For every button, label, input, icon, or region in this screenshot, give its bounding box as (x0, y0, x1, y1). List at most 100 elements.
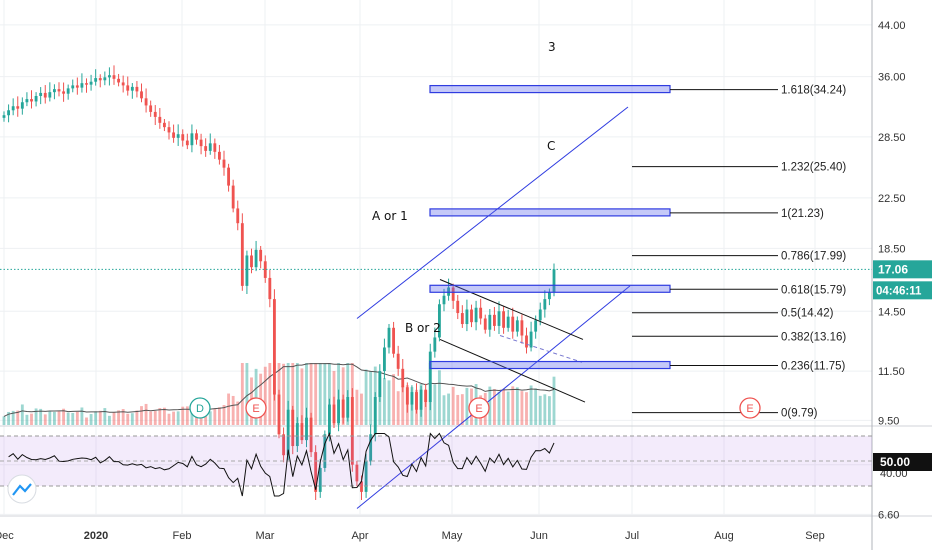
candle-body (227, 167, 231, 186)
volume-bar (552, 376, 556, 425)
candle-body (456, 300, 460, 314)
time-tick-label: Feb (173, 530, 192, 542)
candle-body (341, 399, 345, 418)
volume-bar (515, 387, 519, 425)
volume-bar (20, 404, 24, 425)
volume-bar (227, 393, 231, 425)
candle-body (140, 91, 143, 99)
candle-body (405, 387, 409, 405)
candle-body (451, 287, 455, 301)
candle-body (20, 102, 24, 109)
candle-body (98, 78, 102, 81)
fib-zone-box (429, 84, 671, 94)
candle-body (43, 92, 47, 98)
rsi-value-badge (873, 453, 932, 471)
candle-body (525, 335, 528, 348)
candle-body (185, 140, 189, 146)
volume-bar (144, 403, 148, 425)
volume-bar (89, 414, 93, 425)
candle-body (392, 327, 396, 354)
volume-bar (158, 408, 162, 425)
volume-bar (62, 408, 66, 425)
volume-bar (525, 392, 528, 425)
event-marker-letter: D (196, 403, 204, 415)
volume-bar (48, 411, 52, 425)
candle-body (162, 122, 166, 128)
volume-bar (543, 394, 547, 425)
candle-body (48, 92, 52, 98)
volume-bar (492, 389, 496, 425)
time-tick-label: 2020 (84, 530, 108, 542)
candle-body (479, 307, 483, 319)
volume-bar (538, 395, 542, 425)
volume-bar (392, 374, 396, 425)
time-tick-label: Sep (805, 530, 825, 542)
volume-bar (497, 391, 501, 425)
candle-body (254, 249, 258, 268)
candle-body (250, 255, 253, 268)
event-marker[interactable]: E (739, 397, 761, 419)
fib-label: 0(9.79) (781, 408, 818, 420)
candle-body (492, 314, 496, 326)
lower-channel-line (356, 285, 631, 509)
time-tick-label: Mar (256, 530, 275, 542)
volume-bar (107, 415, 111, 425)
fib-label: 1.232(25.40) (781, 162, 846, 174)
tradingview-logo-icon (7, 474, 37, 504)
event-marker[interactable]: E (245, 397, 267, 419)
volume-bar (506, 391, 510, 425)
volume-bar (291, 363, 295, 425)
volume-bar (112, 412, 116, 425)
event-marker-letter: E (252, 403, 259, 415)
volume-bar (98, 410, 102, 425)
volume-bar (222, 405, 226, 425)
candle-body (337, 399, 341, 424)
fib-label: 0.382(13.16) (781, 331, 846, 343)
volume-bar (318, 363, 322, 425)
wave-label: A or 1 (372, 209, 408, 223)
volume-bar (80, 407, 84, 425)
candle-body (538, 309, 542, 321)
candle-body (135, 86, 139, 92)
volume-bar (396, 391, 400, 425)
volume-bar (401, 386, 405, 425)
volume-bar (25, 414, 29, 425)
volume-bar (34, 408, 38, 425)
event-marker[interactable]: D (189, 397, 211, 419)
price-axis[interactable]: 44.0036.0028.5022.5018.5014.5011.509.508… (873, 20, 932, 521)
volume-bar (547, 396, 551, 425)
volume-bar (502, 388, 506, 425)
candle-body (295, 423, 299, 447)
volume-bar (43, 414, 47, 425)
candle-body (130, 86, 134, 91)
volume-bar (240, 363, 244, 425)
event-marker[interactable]: E (468, 397, 490, 419)
candle-body (112, 75, 116, 79)
candle-body (167, 127, 171, 133)
candle-body (543, 299, 547, 310)
candle-body (11, 106, 15, 111)
candle-body (208, 143, 212, 151)
candle-body (57, 89, 61, 92)
time-tick-label: Jul (625, 530, 639, 542)
candle-body (39, 92, 43, 96)
candle-body (360, 481, 363, 492)
candle-body (236, 208, 240, 224)
candle-body (190, 133, 194, 146)
volume-bar (153, 411, 157, 425)
candle-body (158, 116, 162, 123)
time-axis[interactable]: Dec 2020 Feb Mar Apr May Jun Jul Aug Sep (0, 530, 825, 542)
volume-ma-line (3, 362, 555, 417)
price-tick-label: 18.50 (878, 243, 906, 255)
countdown-badge (873, 281, 932, 300)
candle-body (94, 78, 98, 82)
volume-bar (382, 378, 386, 425)
rsi-line (8, 432, 555, 497)
event-marker-letter: E (746, 403, 753, 415)
volume-bar (529, 385, 533, 425)
annotations: A or 1 B or 2 C 3 (372, 40, 556, 335)
rsi-pane (0, 432, 872, 497)
fib-label: 0.618(15.79) (781, 284, 846, 296)
